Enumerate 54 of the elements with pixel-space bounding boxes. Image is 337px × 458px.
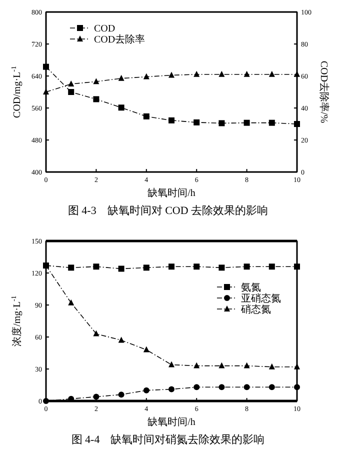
x-axis-title: 缺氧时间/h [148, 187, 196, 199]
point [268, 120, 275, 126]
point [143, 387, 150, 394]
point [168, 117, 174, 124]
point [143, 346, 150, 352]
caption: 图 4-3 缺氧时间对 COD 去除效果的影响 [68, 204, 268, 217]
point [244, 384, 250, 390]
point [268, 264, 275, 270]
point [168, 361, 174, 368]
y2-axis-title: COD去除率/% [318, 60, 330, 124]
point [68, 89, 74, 95]
point [93, 330, 100, 336]
point [194, 384, 200, 390]
point [143, 264, 150, 271]
point [218, 120, 225, 126]
point [118, 266, 124, 272]
point [194, 362, 200, 368]
point [118, 74, 124, 81]
point [244, 70, 250, 77]
point [218, 362, 225, 368]
point [218, 264, 225, 271]
point [68, 264, 74, 271]
legend-label: 硝态氮 [240, 304, 271, 316]
point [244, 362, 250, 368]
legend-label: 亚硝态氮 [241, 292, 281, 304]
point [118, 336, 124, 343]
point [143, 113, 150, 120]
point [244, 264, 250, 270]
point [93, 96, 100, 102]
point [168, 264, 174, 270]
point [268, 70, 275, 77]
point [93, 394, 100, 400]
point [244, 120, 250, 126]
point [168, 386, 174, 392]
point [268, 363, 275, 370]
point [143, 73, 150, 80]
point [118, 104, 124, 111]
point [194, 264, 200, 270]
caption: 图 4-4 缺氧时间对硝氮去除效果的影响 [71, 433, 265, 446]
point [68, 80, 74, 86]
point [93, 78, 100, 84]
legend-label: COD [94, 24, 116, 34]
x-axis-title: 缺氧时间/h [148, 416, 196, 428]
point [218, 384, 225, 390]
legend-label: 氨氮 [241, 282, 261, 294]
legend-label: COD去除率 [94, 34, 146, 46]
point [194, 119, 200, 126]
point [268, 384, 275, 390]
point [93, 264, 100, 270]
point [168, 72, 174, 78]
point [68, 299, 74, 306]
point [194, 70, 200, 77]
point [118, 392, 124, 398]
point [218, 70, 225, 77]
